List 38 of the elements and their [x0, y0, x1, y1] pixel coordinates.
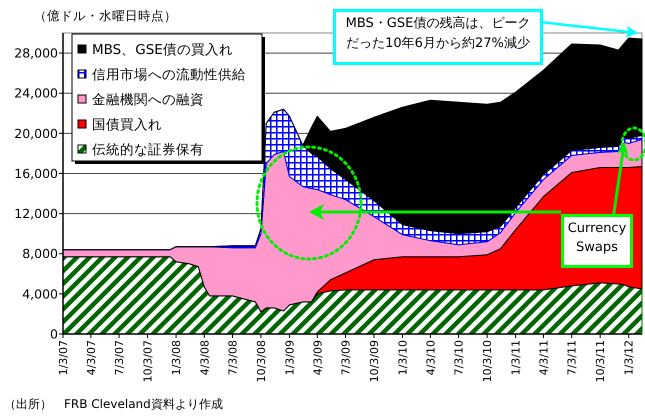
x-tick-label: 1/3/07	[57, 340, 70, 376]
x-tick-label: 7/3/07	[113, 340, 126, 376]
x-tick-label: 10/3/09	[368, 340, 382, 382]
legend-label: 伝統的な証券保有	[92, 142, 204, 158]
x-tick-label: 7/3/10	[452, 340, 466, 376]
x-tick-label: 7/3/08	[226, 340, 240, 376]
y-axis-title: （億ドル・水曜日時点）	[34, 8, 177, 23]
x-tick-label: 7/3/09	[340, 340, 353, 376]
y-tick-label: 8,000	[22, 246, 58, 262]
y-tick-label: 28,000	[14, 46, 58, 61]
legend-label: 金融機関への融資	[92, 92, 204, 108]
y-tick-label: 0	[50, 326, 58, 342]
legend-label: 国債買入れ	[92, 117, 162, 133]
x-tick-label: 10/3/07	[142, 340, 155, 382]
x-tick-label: 1/3/09	[283, 340, 296, 376]
y-tick-label: 24,000	[14, 86, 58, 101]
x-tick-label: 4/3/09	[311, 340, 324, 376]
y-tick-label: 4,000	[22, 286, 58, 302]
x-tick-label: 4/3/10	[424, 340, 438, 376]
x-tick-label: 4/3/08	[198, 340, 212, 376]
x-tick-label: 4/3/11	[537, 340, 550, 376]
legend-label: MBS、GSE債の買入れ	[92, 42, 233, 58]
x-tick-label: 4/3/07	[84, 340, 98, 376]
x-tick-label: 10/3/11	[594, 340, 608, 382]
text: （出所） FRB Cleveland資料より作成	[4, 396, 223, 413]
x-tick-label: 10/3/08	[254, 340, 268, 382]
x-tick-label: 1/3/11	[510, 340, 523, 376]
x-tick-label: 1/3/12	[622, 340, 636, 376]
x-tick-label: 7/3/11	[566, 340, 579, 376]
x-tick-label: 1/3/10	[396, 340, 410, 376]
annotation: Currency Swaps	[561, 214, 633, 268]
x-tick-label: 10/3/10	[481, 340, 494, 382]
annotation: MBS・GSE債の残高は、ピークだった10年6月から約27%減少	[333, 9, 543, 65]
y-tick-label: 16,000	[14, 166, 58, 181]
x-tick-label: 1/3/08	[170, 340, 184, 376]
legend-label: 信用市場への流動性供給	[92, 67, 246, 83]
y-tick-label: 20,000	[14, 126, 58, 141]
y-tick-label: 12,000	[14, 206, 58, 222]
